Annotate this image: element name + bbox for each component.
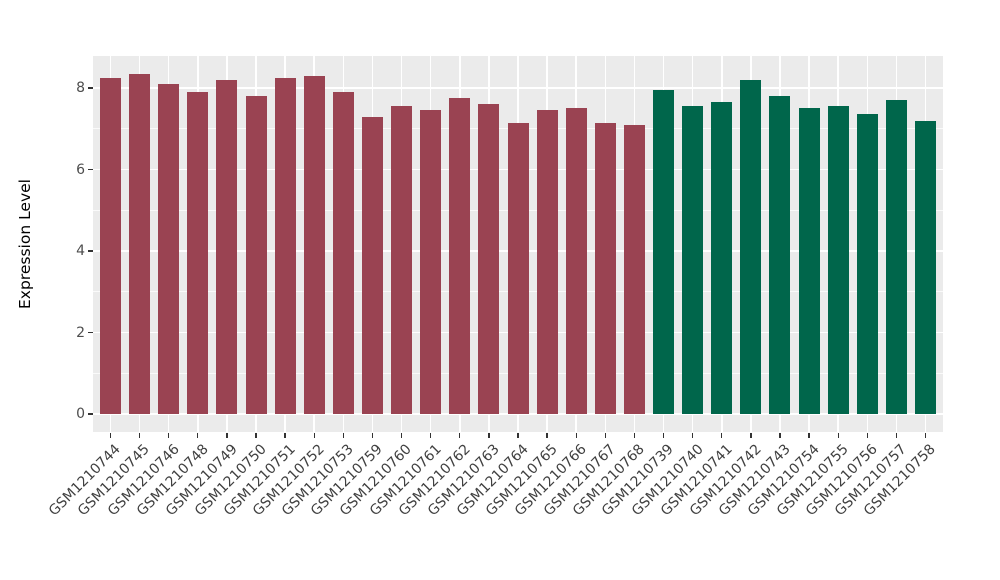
bar (594, 122, 616, 414)
x-axis-tick (604, 433, 607, 438)
bar (187, 92, 209, 414)
bar (274, 77, 296, 414)
x-axis-tick (342, 433, 345, 438)
bar (856, 114, 878, 414)
y-axis-tick (88, 413, 93, 415)
x-axis-tick (313, 433, 315, 438)
x-axis-tick (779, 433, 781, 438)
x-axis-tick (429, 433, 432, 438)
y-axis-tick (88, 87, 93, 89)
x-axis-tick (837, 433, 839, 438)
x-axis-tick (924, 433, 927, 438)
x-axis-tick (575, 433, 577, 438)
x-axis-tick (226, 433, 228, 438)
x-axis-tick (750, 433, 752, 438)
bar (507, 122, 529, 414)
bar (420, 110, 442, 414)
bar (827, 106, 849, 414)
bar (915, 120, 937, 414)
x-axis-tick (808, 433, 810, 438)
y-axis-tick (88, 331, 93, 334)
y-tick-label: 8 (76, 80, 85, 96)
x-axis-tick (691, 433, 694, 438)
x-axis-tick (895, 433, 898, 438)
bar (245, 96, 267, 414)
x-axis-tick (371, 433, 374, 438)
y-axis-tick (88, 250, 93, 252)
bar (711, 102, 733, 414)
x-axis-tick (662, 433, 665, 438)
bar (449, 98, 471, 414)
x-axis-tick (866, 433, 868, 438)
x-axis-tick (459, 433, 461, 438)
x-axis-tick (138, 433, 141, 438)
bar (682, 106, 704, 414)
x-axis-tick (284, 433, 286, 438)
y-tick-label: 6 (76, 161, 85, 178)
x-axis-tick (488, 433, 490, 438)
bar (653, 90, 675, 414)
x-axis-tick (546, 433, 548, 438)
bar (361, 116, 383, 414)
bar (536, 110, 558, 414)
y-tick-label: 0 (76, 406, 85, 422)
bar (216, 79, 238, 414)
bar (332, 92, 354, 414)
bar (798, 108, 820, 414)
bar (391, 106, 413, 414)
bar (158, 83, 180, 414)
x-axis-tick (400, 433, 403, 438)
x-axis-tick (109, 433, 112, 438)
x-axis-tick (517, 433, 519, 438)
bar (740, 79, 762, 414)
bar (565, 108, 587, 414)
bar (885, 100, 907, 414)
bar (478, 104, 500, 414)
x-axis-tick (197, 433, 199, 438)
x-axis-tick (633, 433, 636, 438)
plot-panel (93, 56, 943, 432)
x-axis-tick (721, 433, 723, 438)
bar (99, 77, 121, 414)
bar (129, 73, 151, 414)
x-axis-tick (167, 433, 170, 438)
x-axis-tick (255, 433, 257, 438)
y-tick-label: 2 (76, 324, 85, 341)
y-axis-tick (88, 168, 93, 171)
y-tick-label: 4 (76, 243, 85, 259)
bar (303, 75, 325, 414)
bar (623, 124, 645, 414)
bar (769, 96, 791, 414)
